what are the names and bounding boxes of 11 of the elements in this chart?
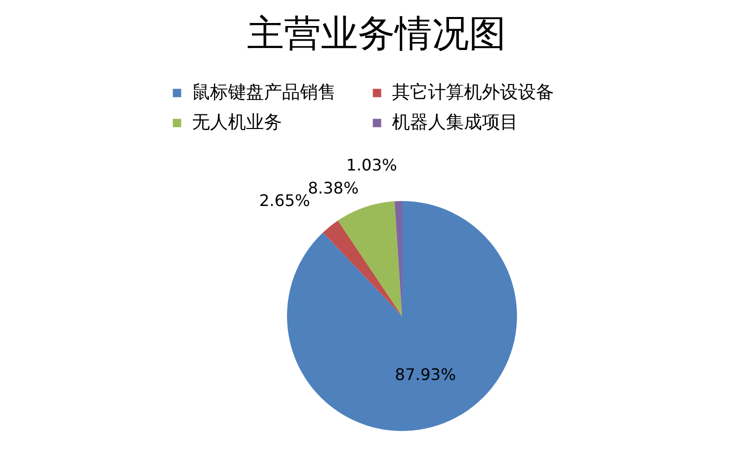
chart-title: 主营业务情况图 xyxy=(247,12,506,55)
pie-slice xyxy=(338,201,402,316)
data-label: 1.03% xyxy=(346,155,398,174)
legend-label: 鼠标键盘产品销售 xyxy=(192,82,336,103)
legend-label: 其它计算机外设设备 xyxy=(392,82,554,103)
data-label: 8.38% xyxy=(308,178,359,198)
data-label: 87.93% xyxy=(394,364,456,384)
legend-label: 机器人集成项目 xyxy=(392,112,518,133)
legend-label: 无人机业务 xyxy=(192,112,282,133)
pie-slice xyxy=(322,220,402,316)
data-label: 2.65% xyxy=(259,191,310,210)
